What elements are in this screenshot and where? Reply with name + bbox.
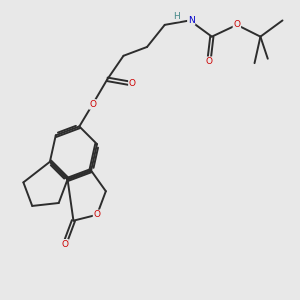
Text: O: O <box>89 100 96 109</box>
Text: H: H <box>173 11 180 20</box>
Text: N: N <box>188 16 195 25</box>
Text: O: O <box>129 79 136 88</box>
Text: O: O <box>206 57 212 66</box>
Text: O: O <box>94 210 100 219</box>
Text: O: O <box>61 240 68 249</box>
Text: O: O <box>233 20 240 29</box>
